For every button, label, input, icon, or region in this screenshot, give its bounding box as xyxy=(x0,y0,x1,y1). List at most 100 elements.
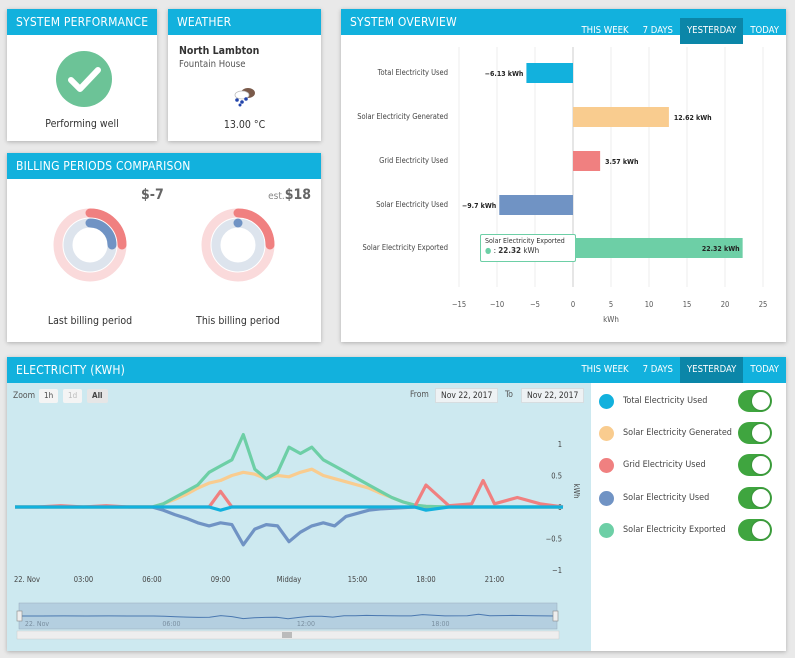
y-tick-label: −1 xyxy=(552,566,562,575)
navigator-tick-label: 22. Nov xyxy=(25,620,50,628)
series-toggle[interactable] xyxy=(738,454,772,476)
system-performance-card: System Performance Performing well xyxy=(7,9,157,141)
bar-1 xyxy=(573,107,669,127)
system-overview-card: System Overview This week 7 days Yesterd… xyxy=(341,9,786,342)
x-tick-label: −15 xyxy=(452,300,466,309)
this-billing-value-box: est.$18 xyxy=(268,187,311,203)
x-tick-label: 09:00 xyxy=(211,575,230,584)
y-tick-label: 0.5 xyxy=(551,472,562,481)
tab-yesterday[interactable]: Yesterday xyxy=(679,357,744,383)
zoom-1h-button[interactable]: 1h xyxy=(39,389,59,403)
tooltip-title: Solar Electricity Exported xyxy=(485,237,565,245)
tooltip-unit: kWh xyxy=(523,246,540,255)
y-tick-label: −0.5 xyxy=(546,535,562,544)
zoom-all-button[interactable]: All xyxy=(87,389,108,403)
x-tick-label: 10 xyxy=(645,300,654,309)
x-tick-label: 06:00 xyxy=(142,575,161,584)
x-tick-label: 18:00 xyxy=(416,575,435,584)
series-line-4 xyxy=(15,433,563,509)
tab-7-days[interactable]: 7 days xyxy=(642,364,673,375)
bar-label-0: Total Electricity Used xyxy=(377,68,448,77)
legend-label: Total Electricity Used xyxy=(623,396,708,406)
x-tick-label: Midday xyxy=(277,575,301,584)
legend-item-grid-used: Grid Electricity Used xyxy=(599,452,772,478)
overview-tooltip: Solar Electricity Exported ● : 22.32 kWh xyxy=(480,234,576,262)
x-tick-label: 03:00 xyxy=(74,575,93,584)
legend-item-solar-exported: Solar Electricity Exported xyxy=(599,517,772,543)
series-line-0 xyxy=(15,505,563,512)
legend-dot xyxy=(599,425,614,441)
legend-dot xyxy=(599,490,614,506)
series-toggle[interactable] xyxy=(738,390,772,412)
legend-dot xyxy=(599,393,614,409)
series-line-3 xyxy=(15,505,563,547)
last-billing-value: $-7 xyxy=(141,187,164,203)
bar-value-label: −9.7 kWh xyxy=(462,202,496,210)
scrollbar-grip xyxy=(282,632,292,638)
bar-3 xyxy=(499,195,573,215)
system-performance-title: System Performance xyxy=(7,9,157,35)
navigator-handle-right xyxy=(552,610,559,622)
series-toggle[interactable] xyxy=(738,422,772,444)
tab-this-week[interactable]: This week xyxy=(581,25,629,36)
last-billing-label: Last billing period xyxy=(47,315,133,327)
x-tick-label: 25 xyxy=(759,300,768,309)
zoom-label: Zoom xyxy=(13,391,36,401)
system-overview-chart: −15 −10 −5 0 5 10 15 20 25 kWh −6.13 kWh 12.62 kWh 3… xyxy=(452,47,768,324)
bar-0 xyxy=(526,63,573,83)
checkmark-icon xyxy=(56,51,112,107)
weather-temperature: 13.00 °C xyxy=(223,119,266,131)
weather-card: Weather North Lambton Fountain House 13.… xyxy=(168,9,321,141)
to-date-input[interactable]: Nov 22, 2017 xyxy=(521,388,585,403)
y-tick-label: 1 xyxy=(558,440,562,449)
bar-2 xyxy=(573,151,601,171)
billing-title: Billing Periods Comparison xyxy=(7,153,321,179)
overview-chart-area: Total Electricity Used Solar Electricity… xyxy=(341,35,786,342)
navigator-tick-label: 06:00 xyxy=(162,620,180,628)
bar-value-label: 12.62 kWh xyxy=(674,114,712,122)
legend-label: Solar Electricity Generated xyxy=(623,428,732,438)
legend-dot xyxy=(599,522,614,538)
last-billing-gauge xyxy=(53,208,127,282)
legend-label: Grid Electricity Used xyxy=(623,460,706,470)
weather-icon xyxy=(234,88,255,107)
navigator-tick-label: 12:00 xyxy=(297,620,315,628)
this-billing-label: This billing period xyxy=(196,315,280,327)
tab-today[interactable]: Today xyxy=(750,25,779,36)
tab-7-days[interactable]: 7 days xyxy=(642,25,673,36)
x-tick-label: 5 xyxy=(609,300,613,309)
billing-card: Billing Periods Comparison $-7 est.$18 L… xyxy=(7,153,321,342)
this-billing-gauge xyxy=(201,208,275,282)
bar-label-1: Solar Electricity Generated xyxy=(357,112,448,121)
electricity-title: Electricity (kWh) xyxy=(7,357,786,383)
bar-label-2: Grid Electricity Used xyxy=(379,156,448,165)
tab-yesterday[interactable]: Yesterday xyxy=(679,18,744,44)
series-toggle[interactable] xyxy=(738,487,772,509)
x-axis-label: kWh xyxy=(603,315,619,324)
from-date-input[interactable]: Nov 22, 2017 xyxy=(435,388,499,403)
tab-this-week[interactable]: This week xyxy=(581,364,629,375)
x-tick-label: 21:00 xyxy=(485,575,504,584)
x-tick-label: −10 xyxy=(490,300,504,309)
x-tick-label: 15:00 xyxy=(348,575,367,584)
weather-location: North Lambton xyxy=(179,45,260,57)
zoom-1d-button[interactable]: 1d xyxy=(63,389,83,403)
navigator-tick-label: 18:00 xyxy=(431,620,449,628)
x-tick-label: 22. Nov xyxy=(14,575,40,584)
x-tick-label: 0 xyxy=(571,300,575,309)
series-toggle[interactable] xyxy=(738,519,772,541)
estimate-prefix: est. xyxy=(268,191,285,202)
weather-sublocation: Fountain House xyxy=(179,59,246,70)
x-tick-label: 15 xyxy=(683,300,692,309)
performance-status: Performing well xyxy=(45,118,119,130)
tooltip-value: 22.32 xyxy=(498,246,522,255)
weather-title: Weather xyxy=(168,9,321,35)
x-tick-label: 20 xyxy=(721,300,730,309)
electricity-legend: Total Electricity Used Solar Electricity… xyxy=(591,383,786,651)
navigator-handle-left xyxy=(16,610,23,622)
series-line-2 xyxy=(15,478,564,509)
tab-today[interactable]: Today xyxy=(750,364,779,375)
navigator-series xyxy=(19,613,558,620)
electricity-tabs: This week 7 days Yesterday Today xyxy=(574,357,786,383)
legend-label: Solar Electricity Used xyxy=(623,493,710,503)
